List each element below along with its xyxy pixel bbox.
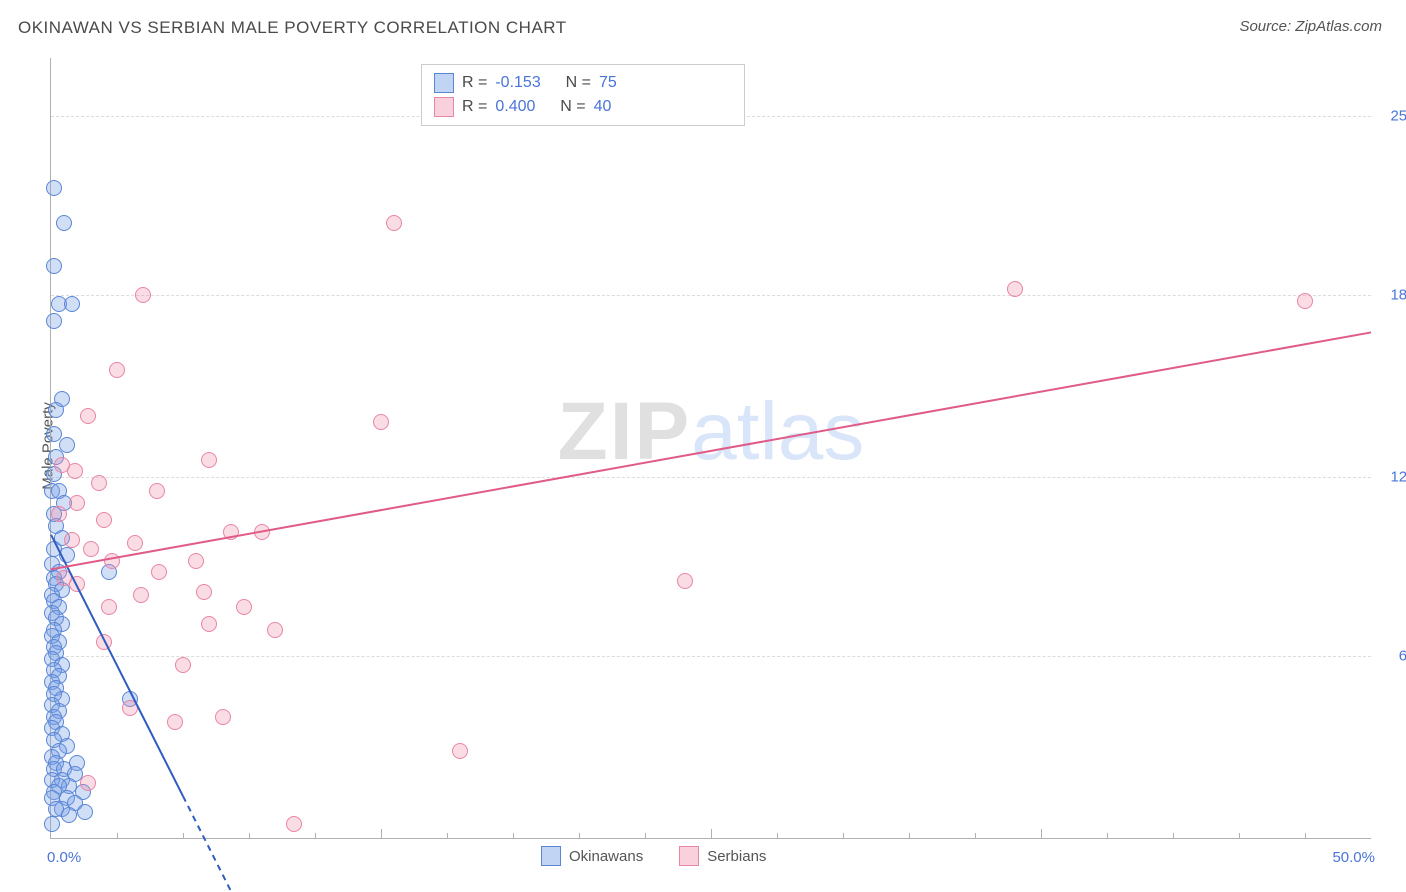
trend-line — [51, 535, 183, 796]
x-tick-origin: 0.0% — [47, 849, 81, 866]
legend-row-serbians: R = 0.400 N = 40 — [434, 95, 732, 119]
legend-n-label: N = — [560, 95, 585, 119]
chart-plot-area: ZIPatlas R = -0.153 N = 75 R = 0.400 N =… — [50, 58, 1371, 839]
legend-swatch-okinawans — [434, 73, 454, 93]
legend-n-serbians: 40 — [594, 95, 612, 119]
legend-r-serbians: 0.400 — [495, 95, 535, 119]
trend-line — [51, 332, 1371, 569]
legend-r-label: R = — [462, 95, 487, 119]
legend-swatch-okinawans — [541, 846, 561, 866]
legend-n-label: N = — [566, 71, 591, 95]
trend-lines — [51, 58, 1371, 838]
series-legend-serbians: Serbians — [679, 846, 766, 866]
legend-r-label: R = — [462, 71, 487, 95]
series-label: Serbians — [707, 848, 766, 865]
source-attribution: Source: ZipAtlas.com — [1239, 18, 1382, 35]
legend-row-okinawans: R = -0.153 N = 75 — [434, 71, 732, 95]
series-legend: Okinawans Serbians — [541, 846, 766, 866]
trend-line — [183, 796, 244, 892]
x-tick-max: 50.0% — [1332, 849, 1375, 866]
legend-swatch-serbians — [434, 97, 454, 117]
y-tick-label: 18.8% — [1377, 286, 1406, 303]
series-legend-okinawans: Okinawans — [541, 846, 643, 866]
legend-swatch-serbians — [679, 846, 699, 866]
correlation-legend: R = -0.153 N = 75 R = 0.400 N = 40 — [421, 64, 745, 126]
y-tick-label: 12.5% — [1377, 468, 1406, 485]
legend-n-okinawans: 75 — [599, 71, 617, 95]
series-label: Okinawans — [569, 848, 643, 865]
y-tick-label: 25.0% — [1377, 107, 1406, 124]
y-tick-label: 6.3% — [1377, 648, 1406, 665]
legend-r-okinawans: -0.153 — [495, 71, 540, 95]
chart-title: OKINAWAN VS SERBIAN MALE POVERTY CORRELA… — [18, 18, 567, 38]
